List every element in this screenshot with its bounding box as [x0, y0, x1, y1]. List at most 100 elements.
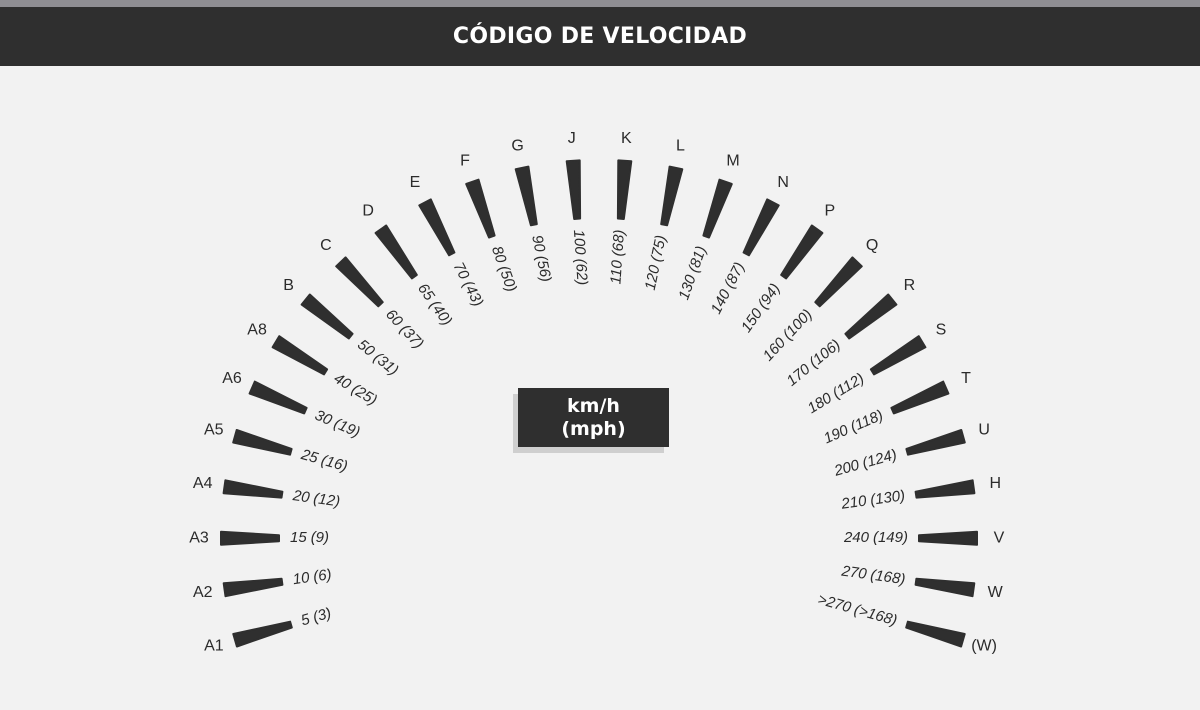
speed-value-label: 50(31): [354, 336, 401, 379]
speed-kmh: 140: [708, 286, 735, 317]
speed-mph: (124): [860, 446, 898, 472]
speed-mph: (9): [311, 529, 329, 546]
speed-value-label: 270 (168): [840, 562, 907, 588]
speed-code-item: G 90(56): [511, 138, 554, 284]
speed-mph: (81): [685, 244, 710, 275]
speed-mph: (16): [319, 452, 349, 476]
speed-code-letter: U: [978, 422, 990, 439]
speed-code-item: A5 25(16): [204, 422, 349, 476]
speed-kmh: 240: [843, 529, 870, 546]
speed-mph: (106): [806, 336, 844, 371]
page-title: CÓDIGO DE VELOCIDAD: [452, 24, 748, 49]
speed-kmh: 80: [488, 244, 510, 266]
speed-code-letter: K: [621, 130, 632, 147]
speed-kmh: >270: [816, 591, 854, 617]
speed-code-item: (W) >270(>168): [816, 591, 997, 655]
speed-wedge: [335, 256, 384, 308]
speed-wedge: [918, 530, 978, 546]
speed-value-label: 160(100): [760, 306, 816, 364]
unit-box: km/h (mph): [518, 388, 669, 447]
speed-kmh: 160: [760, 334, 790, 364]
speed-mph: (31): [370, 349, 401, 379]
speed-value-label: 110 (68): [607, 229, 628, 285]
unit-kmh: km/h: [567, 394, 620, 417]
speed-code-letter: W: [988, 584, 1004, 601]
speed-code-item: C 60(37): [320, 237, 427, 352]
speed-value-label: 30(19): [312, 407, 362, 441]
speed-mph: (6): [312, 566, 333, 585]
speed-code-item: K 110 (68): [607, 130, 633, 285]
speed-mph: (40): [426, 297, 455, 329]
speed-wedge: [300, 293, 354, 340]
speed-wedge: [232, 620, 293, 648]
speed-mph: (112): [829, 370, 867, 402]
speed-kmh: 5: [299, 610, 312, 629]
speed-mph: (>168): [852, 601, 899, 629]
speed-wedge: [814, 256, 863, 308]
speed-value-label: 100 (62): [570, 229, 591, 286]
speed-value-label: 5(3): [299, 605, 333, 630]
speed-value-label: >270(>168): [816, 591, 899, 629]
speed-mph: (25): [348, 381, 380, 409]
speed-wedge: [565, 159, 582, 220]
speed-code-letter: A4: [193, 475, 213, 492]
speed-code-letter: A8: [247, 322, 267, 339]
speed-mph: (50): [495, 263, 520, 294]
speed-code-letter: C: [320, 237, 332, 254]
speed-mph: (19): [331, 415, 362, 441]
speed-value-label: 130(81): [675, 244, 710, 302]
speed-mph: (100): [779, 306, 815, 343]
speed-kmh: 180: [805, 389, 836, 417]
speed-value-label: 120(75): [642, 234, 670, 292]
speed-code-letter: P: [824, 203, 835, 220]
speed-mph: (68): [609, 229, 628, 257]
speed-kmh: 270: [840, 562, 869, 583]
speed-value-label: 90(56): [528, 234, 554, 284]
speed-code-item: B 50(31): [283, 277, 401, 379]
speed-code-item: W 270 (168): [840, 562, 1004, 601]
speed-kmh: 200: [832, 456, 862, 480]
speed-wedge: [844, 293, 898, 340]
speed-code-letter: A5: [204, 422, 224, 439]
speed-code-letter: R: [904, 277, 916, 294]
speed-wedge: [742, 198, 780, 257]
speed-mph: (149): [873, 529, 908, 546]
speed-code-letter: H: [990, 475, 1002, 492]
speed-wedge: [702, 178, 733, 239]
speed-code-letter: L: [676, 138, 685, 155]
speed-code-letter: A6: [222, 370, 242, 387]
speed-value-label: 210 (130): [839, 487, 906, 513]
speed-code-letter: Q: [866, 237, 878, 254]
speed-wedge: [660, 165, 684, 227]
speed-wedge: [780, 224, 824, 280]
speed-kmh: 100: [570, 229, 589, 256]
speed-value-label: 140(87): [708, 260, 749, 317]
speed-kmh: 15: [290, 529, 307, 546]
speed-code-letter: T: [961, 370, 971, 387]
speed-value-label: 150(94): [738, 280, 784, 335]
header-bar: CÓDIGO DE VELOCIDAD: [0, 7, 1200, 66]
speed-mph: (130): [869, 487, 906, 509]
speed-value-label: 20 (12): [291, 487, 341, 510]
speed-mph: (43): [459, 278, 486, 310]
speed-code-item: R 170(106): [783, 277, 915, 390]
speed-code-item: A2 10 (6): [193, 566, 333, 601]
speed-kmh: 190: [821, 422, 851, 448]
speed-mph: (62): [572, 258, 591, 286]
speed-wedge: [890, 380, 950, 415]
speed-wedge: [914, 479, 976, 499]
speed-wedge: [418, 198, 456, 257]
speed-kmh: 110: [607, 259, 626, 285]
speed-mph: (12): [312, 490, 341, 510]
speed-code-item: H 210 (130): [839, 475, 1001, 513]
speed-wedge: [271, 335, 329, 376]
speed-code-item: J 100 (62): [565, 130, 591, 286]
speed-code-item: A3 15 (9): [189, 529, 329, 546]
speed-code-item: V 240 (149): [843, 529, 1005, 546]
speed-code-letter: B: [283, 277, 294, 294]
speed-wedge: [222, 577, 284, 598]
speed-mph: (37): [396, 321, 427, 352]
speed-kmh: 210: [839, 492, 868, 512]
speed-value-label: 40(25): [331, 370, 380, 409]
speed-code-letter: F: [460, 152, 470, 169]
